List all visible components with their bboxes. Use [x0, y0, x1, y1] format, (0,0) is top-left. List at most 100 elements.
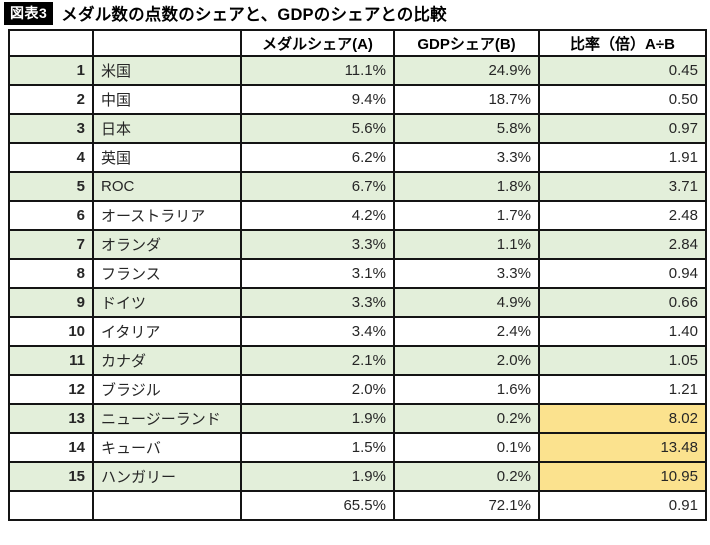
country-cell: ドイツ: [92, 287, 242, 318]
country-cell: オーストラリア: [92, 200, 242, 231]
ratio-cell: 0.45: [538, 55, 707, 86]
ratio-cell: 2.48: [538, 200, 707, 231]
ratio-cell: 3.71: [538, 171, 707, 202]
ratio-total-cell: 0.91: [538, 490, 707, 521]
gdp-share-cell: 0.2%: [393, 403, 540, 434]
country-cell: [92, 490, 242, 521]
gdp-share-cell: 24.9%: [393, 55, 540, 86]
figure-title: メダル数の点数のシェアと、GDPのシェアとの比較: [61, 6, 447, 24]
table-row: 4 英国 6.2% 3.3% 1.91: [8, 142, 707, 173]
rank-cell: 14: [8, 432, 94, 463]
ratio-cell: 1.91: [538, 142, 707, 173]
rank-cell: 11: [8, 345, 94, 376]
ratio-cell: 0.94: [538, 258, 707, 289]
medal-share-cell: 1.5%: [240, 432, 395, 463]
rank-cell: 8: [8, 258, 94, 289]
gdp-share-cell: 3.3%: [393, 142, 540, 173]
ratio-cell: 0.97: [538, 113, 707, 144]
medal-share-cell: 3.3%: [240, 229, 395, 260]
ratio-cell-highlighted: 10.95: [538, 461, 707, 492]
header-row: メダルシェア(A) GDPシェア(B) 比率（倍）A÷B: [8, 29, 707, 57]
rank-cell: 1: [8, 55, 94, 86]
rank-cell: 12: [8, 374, 94, 405]
country-cell: ハンガリー: [92, 461, 242, 492]
table-row: 12 ブラジル 2.0% 1.6% 1.21: [8, 374, 707, 405]
gdp-share-cell: 5.8%: [393, 113, 540, 144]
country-cell: 米国: [92, 55, 242, 86]
rank-cell: 3: [8, 113, 94, 144]
medal-share-total-cell: 65.5%: [240, 490, 395, 521]
medal-share-cell: 1.9%: [240, 403, 395, 434]
medal-share-column-header: メダルシェア(A): [240, 29, 395, 57]
medal-share-cell: 5.6%: [240, 113, 395, 144]
medal-share-cell: 6.7%: [240, 171, 395, 202]
gdp-share-cell: 18.7%: [393, 84, 540, 115]
rank-cell: 9: [8, 287, 94, 318]
country-column-header: [92, 29, 242, 57]
medal-gdp-share-table: メダルシェア(A) GDPシェア(B) 比率（倍）A÷B 1 米国 11.1% …: [8, 29, 707, 521]
country-cell: ニュージーランド: [92, 403, 242, 434]
ratio-cell: 1.05: [538, 345, 707, 376]
rank-cell: 4: [8, 142, 94, 173]
table-row: 2 中国 9.4% 18.7% 0.50: [8, 84, 707, 115]
table-row: 6 オーストラリア 4.2% 1.7% 2.48: [8, 200, 707, 231]
total-row: 65.5% 72.1% 0.91: [8, 490, 707, 521]
table-row: 13 ニュージーランド 1.9% 0.2% 8.02: [8, 403, 707, 434]
gdp-share-total-cell: 72.1%: [393, 490, 540, 521]
rank-cell: [8, 490, 94, 521]
medal-share-cell: 11.1%: [240, 55, 395, 86]
rank-cell: 7: [8, 229, 94, 260]
table-row: 10 イタリア 3.4% 2.4% 1.40: [8, 316, 707, 347]
medal-share-cell: 3.4%: [240, 316, 395, 347]
table-row: 9 ドイツ 3.3% 4.9% 0.66: [8, 287, 707, 318]
country-cell: ROC: [92, 171, 242, 202]
country-cell: 中国: [92, 84, 242, 115]
table-row: 1 米国 11.1% 24.9% 0.45: [8, 55, 707, 86]
rank-cell: 5: [8, 171, 94, 202]
gdp-share-cell: 0.1%: [393, 432, 540, 463]
table-row: 8 フランス 3.1% 3.3% 0.94: [8, 258, 707, 289]
table-row: 3 日本 5.6% 5.8% 0.97: [8, 113, 707, 144]
table-row: 11 カナダ 2.1% 2.0% 1.05: [8, 345, 707, 376]
medal-share-cell: 1.9%: [240, 461, 395, 492]
country-cell: フランス: [92, 258, 242, 289]
medal-share-cell: 2.1%: [240, 345, 395, 376]
ratio-cell: 2.84: [538, 229, 707, 260]
gdp-share-cell: 2.0%: [393, 345, 540, 376]
rank-cell: 2: [8, 84, 94, 115]
ratio-cell: 1.21: [538, 374, 707, 405]
medal-share-cell: 4.2%: [240, 200, 395, 231]
medal-share-cell: 9.4%: [240, 84, 395, 115]
ratio-cell: 0.50: [538, 84, 707, 115]
country-cell: 英国: [92, 142, 242, 173]
medal-share-cell: 3.3%: [240, 287, 395, 318]
ratio-cell: 0.66: [538, 287, 707, 318]
table-row: 5 ROC 6.7% 1.8% 3.71: [8, 171, 707, 202]
medal-share-cell: 2.0%: [240, 374, 395, 405]
gdp-share-column-header: GDPシェア(B): [393, 29, 540, 57]
rank-cell: 13: [8, 403, 94, 434]
table-row: 14 キューバ 1.5% 0.1% 13.48: [8, 432, 707, 463]
country-cell: カナダ: [92, 345, 242, 376]
country-cell: キューバ: [92, 432, 242, 463]
table-row: 15 ハンガリー 1.9% 0.2% 10.95: [8, 461, 707, 492]
rank-cell: 15: [8, 461, 94, 492]
gdp-share-cell: 2.4%: [393, 316, 540, 347]
gdp-share-cell: 1.6%: [393, 374, 540, 405]
rank-cell: 10: [8, 316, 94, 347]
country-cell: 日本: [92, 113, 242, 144]
medal-share-cell: 3.1%: [240, 258, 395, 289]
country-cell: イタリア: [92, 316, 242, 347]
gdp-share-cell: 1.1%: [393, 229, 540, 260]
gdp-share-cell: 3.3%: [393, 258, 540, 289]
table-row: 7 オランダ 3.3% 1.1% 2.84: [8, 229, 707, 260]
gdp-share-cell: 4.9%: [393, 287, 540, 318]
rank-column-header: [8, 29, 94, 57]
country-cell: オランダ: [92, 229, 242, 260]
ratio-column-header: 比率（倍）A÷B: [538, 29, 707, 57]
figure-header: 図表3 メダル数の点数のシェアと、GDPのシェアとの比較: [4, 1, 447, 25]
rank-cell: 6: [8, 200, 94, 231]
gdp-share-cell: 0.2%: [393, 461, 540, 492]
medal-share-cell: 6.2%: [240, 142, 395, 173]
gdp-share-cell: 1.7%: [393, 200, 540, 231]
